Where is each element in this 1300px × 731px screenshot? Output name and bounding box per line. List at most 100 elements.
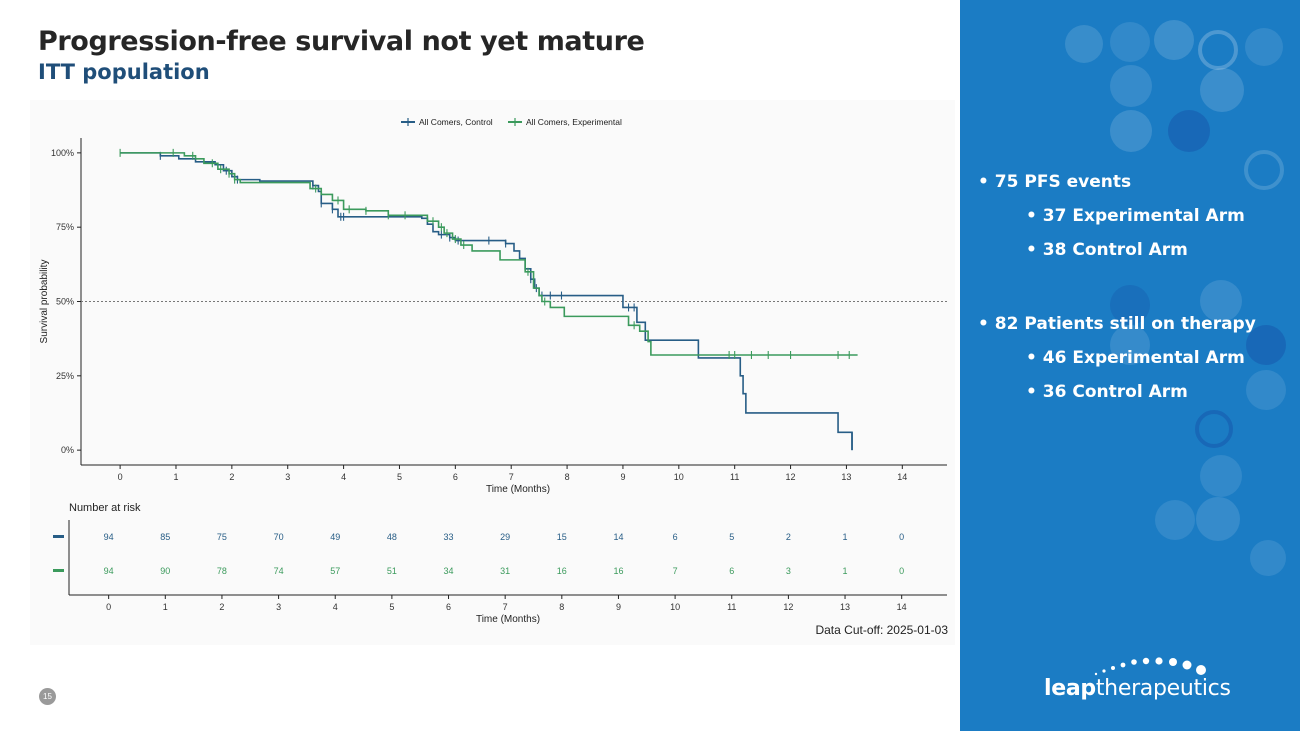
x-tick-label: 13 [841,472,851,482]
logo-text-bold: leap [1044,676,1096,701]
risk-count: 85 [160,532,170,542]
risk-count: 2 [786,532,791,542]
risk-count: 57 [330,566,340,576]
decor-bubble [1110,65,1152,107]
x-tick-label: 8 [565,472,570,482]
y-tick-label: 50% [56,297,74,307]
x-tick-label: 6 [453,472,458,482]
risk-count: 94 [104,566,114,576]
risk-x-tick-label: 13 [840,602,850,612]
risk-x-tick-label: 7 [503,602,508,612]
side-panel: • 75 PFS events • 37 Experimental Arm • … [960,0,1300,731]
decor-bubble [1198,30,1238,70]
slide-title: Progression-free survival not yet mature [38,26,645,57]
risk-x-tick-label: 1 [163,602,168,612]
risk-count: 49 [330,532,340,542]
x-tick-label: 10 [674,472,684,482]
bullet-text: 46 Experimental Arm [1042,348,1245,368]
risk-x-axis-label: Time (Months) [476,614,540,625]
risk-count: 29 [500,532,510,542]
data-cutoff-note: Data Cut-off: 2025-01-03 [815,623,948,637]
risk-count: 5 [729,532,734,542]
bullet-pfs-control: • 38 Control Arm [1026,240,1188,260]
logo-wordmark: leaptherapeutics [1044,676,1231,701]
risk-count: 34 [444,566,454,576]
risk-x-tick-label: 6 [446,602,451,612]
risk-count: 7 [673,566,678,576]
risk-row-swatch [53,569,64,572]
y-tick-label: 75% [56,222,74,232]
decor-bubble [1200,455,1242,497]
bullet-text: 75 PFS events [994,172,1132,192]
bullet-pfs-events: • 75 PFS events [978,172,1132,192]
risk-count: 33 [444,532,454,542]
x-tick-label: 12 [786,472,796,482]
x-tick-label: 0 [118,472,123,482]
x-tick-label: 4 [341,472,346,482]
x-tick-label: 5 [397,472,402,482]
risk-x-tick-label: 12 [783,602,793,612]
x-tick-label: 3 [285,472,290,482]
logo-text-rest: therapeutics [1095,676,1231,701]
risk-count: 78 [217,566,227,576]
decor-bubble [1110,285,1150,325]
y-tick-label: 0% [61,445,74,455]
risk-x-tick-label: 11 [727,602,736,612]
risk-count: 16 [557,566,567,576]
x-tick-label: 9 [620,472,625,482]
y-tick-label: 25% [56,371,74,381]
risk-count: 0 [899,566,904,576]
risk-x-tick-label: 9 [616,602,621,612]
decor-bubble [1246,370,1286,410]
risk-count: 51 [387,566,397,576]
bullet-text: 36 Control Arm [1042,382,1188,402]
decor-bubble [1065,25,1103,63]
decor-bubble [1250,540,1286,576]
risk-count: 1 [843,566,848,576]
risk-count: 74 [274,566,284,576]
risk-count: 15 [557,532,567,542]
risk-count: 48 [387,532,397,542]
km-curve [120,152,858,356]
decor-bubble [1168,110,1210,152]
bullet-text: 37 Experimental Arm [1042,206,1245,226]
bullet-therapy-experimental: • 46 Experimental Arm [1026,348,1245,368]
y-axis-label: Survival probability [39,260,50,344]
decor-bubble [1245,28,1283,66]
risk-x-tick-label: 4 [333,602,338,612]
x-tick-label: 14 [897,472,907,482]
decor-bubble [1200,280,1242,322]
decor-bubble [1244,150,1284,190]
decor-bubble [1155,500,1195,540]
risk-count: 94 [104,532,114,542]
risk-count: 90 [160,566,170,576]
y-tick-label: 100% [51,148,74,158]
decor-bubble [1196,497,1240,541]
x-tick-label: 11 [730,472,739,482]
risk-x-tick-label: 10 [670,602,680,612]
risk-x-tick-label: 14 [897,602,907,612]
x-axis-label: Time (Months) [486,484,550,495]
risk-table-title: Number at risk [69,502,141,514]
legend-label: All Comers, Experimental [526,117,622,127]
decor-bubble [1195,410,1233,448]
decor-bubble [1246,325,1286,365]
decor-bubble [1110,325,1150,365]
risk-count: 3 [786,566,791,576]
risk-count: 1 [843,532,848,542]
risk-x-tick-label: 8 [559,602,564,612]
risk-x-tick-label: 3 [276,602,281,612]
x-tick-label: 2 [229,472,234,482]
risk-x-tick-label: 2 [219,602,224,612]
risk-count: 0 [899,532,904,542]
decor-bubble [1154,20,1194,60]
decor-bubble [1110,22,1150,62]
bullet-therapy-control: • 36 Control Arm [1026,382,1188,402]
risk-x-tick-label: 0 [106,602,111,612]
bullet-pfs-experimental: • 37 Experimental Arm [1026,206,1245,226]
risk-x-tick-label: 5 [389,602,394,612]
logo-dots-icon [1094,657,1206,676]
risk-count: 6 [729,566,734,576]
risk-count: 75 [217,532,227,542]
bullet-text: 38 Control Arm [1042,240,1188,260]
